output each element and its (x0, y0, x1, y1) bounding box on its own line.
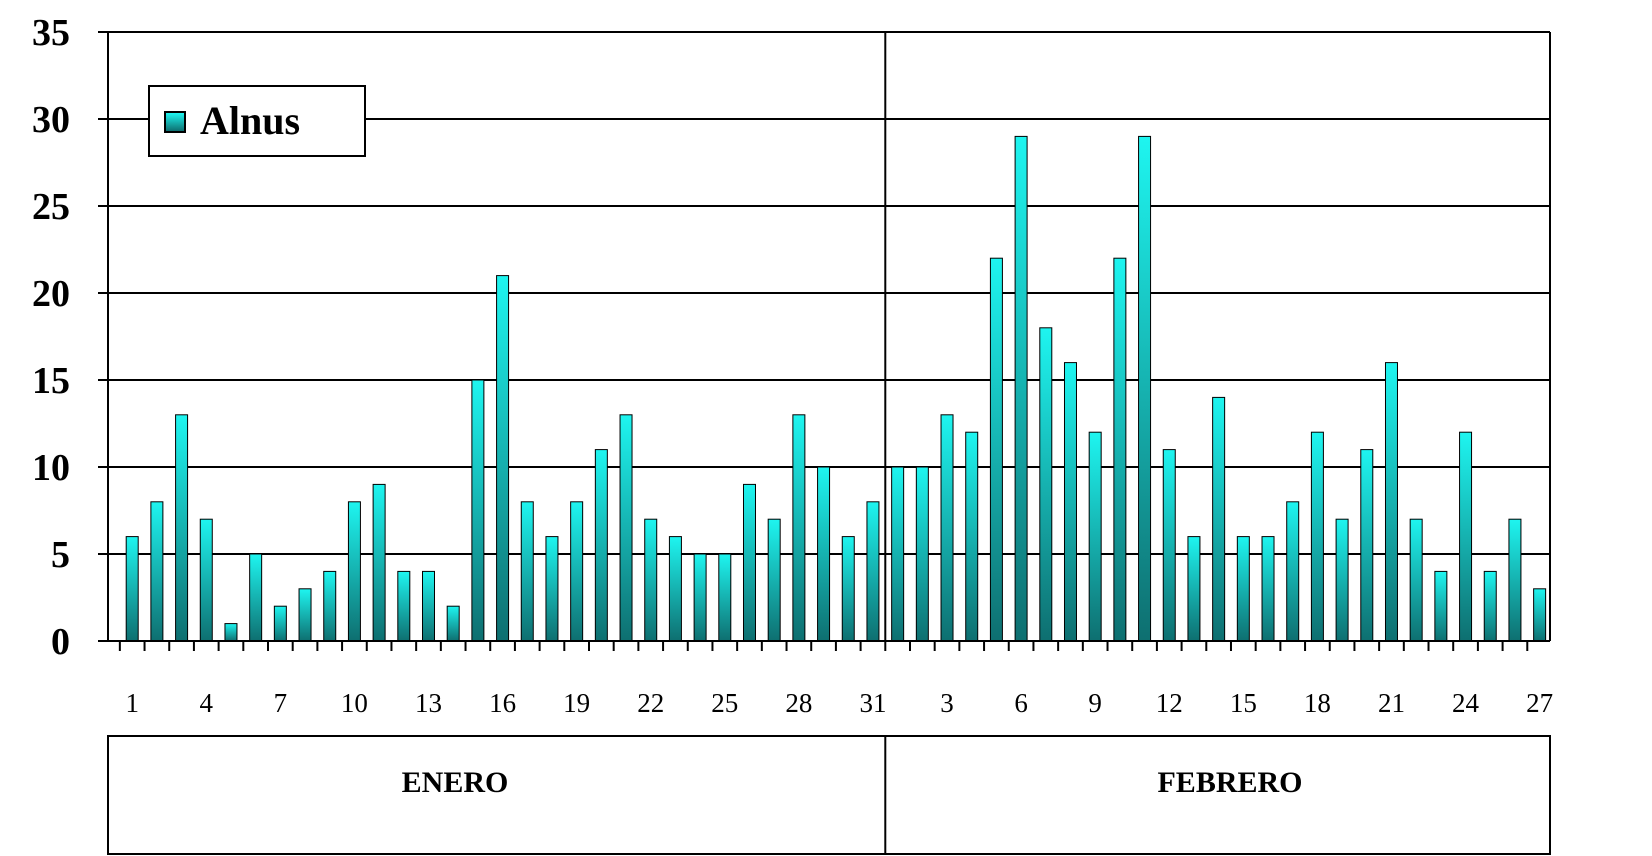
bar (125, 536, 139, 642)
y-tick-labels: 0 5 10 15 20 25 30 35 (32, 12, 70, 663)
bar (693, 553, 707, 642)
bar (249, 553, 263, 642)
bar (644, 518, 658, 642)
bar (891, 466, 905, 642)
bar (421, 570, 435, 642)
bar (866, 501, 880, 642)
bar (1212, 396, 1226, 642)
x-tick-label: 13 (415, 688, 442, 718)
y-tick-label: 10 (32, 447, 70, 489)
bar (570, 501, 584, 642)
bar (1261, 536, 1275, 642)
y-tick-label: 25 (32, 186, 70, 228)
bar (817, 466, 831, 642)
bar (718, 553, 732, 642)
legend-swatch (164, 111, 186, 133)
bar (1162, 449, 1176, 642)
bar (1508, 518, 1522, 642)
bar (1533, 588, 1547, 642)
month-label-enero: ENERO (401, 766, 509, 799)
y-tick-label: 0 (51, 621, 70, 663)
bar (273, 605, 287, 642)
bar (915, 466, 929, 642)
legend: Alnus (148, 85, 366, 157)
bar (1434, 570, 1448, 642)
y-tick-label: 15 (32, 360, 70, 402)
x-tick-label: 18 (1304, 688, 1331, 718)
axes (98, 31, 1550, 651)
bar (545, 536, 559, 642)
bar (1286, 501, 1300, 642)
x-tick-label: 9 (1088, 688, 1102, 718)
x-tick-label: 21 (1378, 688, 1405, 718)
x-tick-label: 4 (200, 688, 214, 718)
x-tick-label: 7 (274, 688, 288, 718)
bar (446, 605, 460, 642)
bar (298, 588, 312, 642)
bar (1088, 431, 1102, 642)
bar (397, 570, 411, 642)
y-tick-label: 30 (32, 99, 70, 141)
bar (520, 501, 534, 642)
bar (767, 518, 781, 642)
bar (224, 623, 238, 642)
bar (496, 275, 510, 642)
bar (1014, 135, 1028, 642)
x-tick-label: 19 (563, 688, 590, 718)
y-tick-label: 5 (51, 534, 70, 576)
bar (1459, 431, 1473, 642)
x-tick-label: 3 (940, 688, 954, 718)
bar (1483, 570, 1497, 642)
x-tick-labels: 1 4 7 10 13 16 19 22 25 28 31 3 6 9 12 15 18 21 24 27 (125, 688, 1553, 718)
bar (1113, 257, 1127, 642)
x-tick-label: 12 (1156, 688, 1183, 718)
bar (150, 501, 164, 642)
bar (792, 414, 806, 642)
bar (594, 449, 608, 642)
x-tick-label: 16 (489, 688, 516, 718)
month-label-febrero: FEBRERO (1157, 766, 1303, 799)
x-tick-label: 1 (125, 688, 139, 718)
x-tick-label: 27 (1526, 688, 1553, 718)
x-tick-label: 28 (785, 688, 812, 718)
bar (742, 483, 756, 642)
bar (1138, 135, 1152, 642)
bar (347, 501, 361, 642)
x-tick-label: 24 (1452, 688, 1480, 718)
bar (1360, 449, 1374, 642)
x-tick-label: 25 (711, 688, 738, 718)
x-tick-label: 22 (637, 688, 664, 718)
month-band (107, 735, 1551, 855)
legend-label: Alnus (200, 98, 301, 143)
bar (1409, 518, 1423, 642)
bar (940, 414, 954, 642)
x-tick-label: 31 (859, 688, 886, 718)
x-tick-label: 15 (1230, 688, 1257, 718)
bar (323, 570, 337, 642)
bar (1187, 536, 1201, 642)
bar (841, 536, 855, 642)
bar (175, 414, 189, 642)
bar (372, 483, 386, 642)
y-tick-label: 35 (32, 12, 70, 54)
bar (1384, 362, 1398, 642)
bar (989, 257, 1003, 642)
bar (965, 431, 979, 642)
bar (471, 379, 485, 642)
month-band-frame (107, 735, 1551, 855)
bar (1063, 362, 1077, 642)
y-tick-label: 20 (32, 273, 70, 315)
bar (1039, 327, 1053, 642)
bar (199, 518, 213, 642)
x-tick-label: 6 (1014, 688, 1028, 718)
bar (1310, 431, 1324, 642)
x-tick-label: 10 (341, 688, 368, 718)
bars (125, 135, 1547, 642)
bar (1335, 518, 1349, 642)
bar (668, 536, 682, 642)
bar (1236, 536, 1250, 642)
bar (619, 414, 633, 642)
